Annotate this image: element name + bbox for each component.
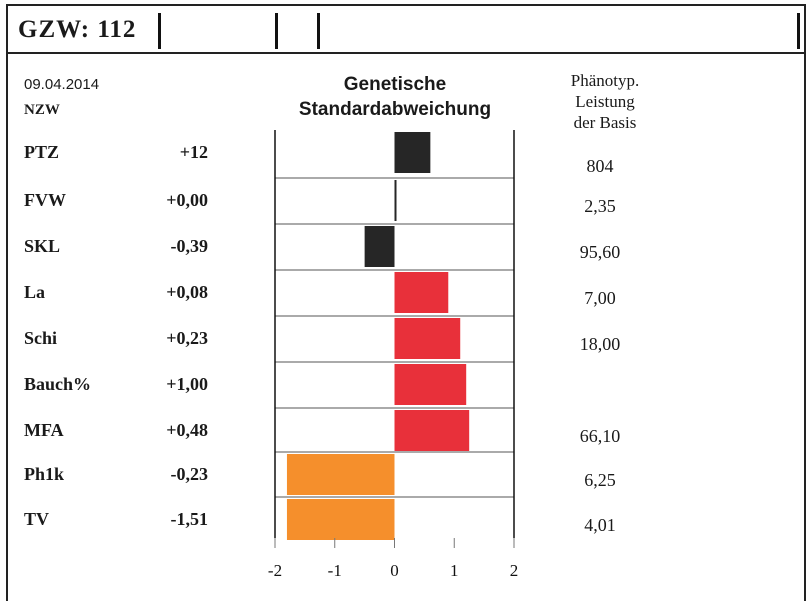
trait-name: Schi: [24, 328, 58, 348]
chart-title: Genetische Standardabweichung: [280, 72, 510, 122]
phenotype-base-value: 7,00: [584, 288, 616, 308]
bar-mfa: [394, 410, 470, 451]
header-divider: [158, 13, 161, 49]
trait-value: +0,08: [166, 282, 208, 302]
bar-schi: [394, 318, 461, 359]
bar-la: [394, 272, 449, 313]
trait-value: +12: [179, 142, 208, 162]
phenotype-base-value: 2,35: [584, 196, 616, 216]
trait-name: TV: [24, 509, 50, 529]
trait-value: +0,23: [166, 328, 208, 348]
trait-value: +0,48: [166, 420, 208, 440]
gzw-title: GZW: 112: [18, 16, 137, 43]
x-tick-label: 1: [450, 561, 459, 580]
trait-value: -1,51: [170, 509, 209, 529]
chart-title-line: Standardabweichung: [298, 99, 492, 120]
bar-tv: [286, 499, 395, 540]
trait-name: SKL: [24, 236, 61, 256]
header-bar: GZW: 112: [6, 4, 806, 54]
trait-value: -0,23: [170, 464, 209, 484]
trait-value: +1,00: [166, 374, 208, 394]
phenotype-base-value: 66,10: [579, 426, 621, 446]
phenotype-base-value: 804: [586, 156, 614, 176]
phenotype-base-value: 6,25: [584, 470, 616, 490]
header-divider: [317, 13, 320, 49]
chart-title-line: Genetische: [343, 74, 447, 95]
phenotype-header-line: der Basis: [573, 113, 637, 132]
bar-bauch-pct: [394, 364, 467, 405]
phenotype-header-line: Leistung: [575, 92, 635, 111]
phenotype-base-value: 95,60: [579, 242, 621, 262]
x-tick-label: 2: [510, 561, 519, 580]
x-tick-label: -2: [268, 561, 282, 580]
header-divider: [275, 13, 278, 49]
phenotype-header-line: Phänotyp.: [570, 71, 640, 90]
bar-skl: [364, 226, 395, 267]
phenotype-base-value: 4,01: [584, 515, 616, 535]
phenotype-base-value: 18,00: [579, 334, 621, 354]
x-tick-label: 0: [390, 561, 399, 580]
trait-value: -0,39: [170, 236, 209, 256]
breed-label: NZW: [24, 102, 60, 118]
bar-ptz: [394, 132, 431, 173]
trait-name: PTZ: [24, 142, 60, 162]
trait-name: Bauch%: [24, 374, 92, 394]
report-date: 09.04.2014: [24, 76, 100, 93]
phenotype-header: Phänotyp. Leistung der Basis: [540, 70, 670, 133]
trait-name: MFA: [24, 420, 64, 440]
trait-name: La: [24, 282, 46, 302]
header-divider: [797, 13, 800, 49]
trait-name: Ph1k: [24, 464, 65, 484]
x-tick-label: -1: [328, 561, 342, 580]
trait-value: +0,00: [166, 190, 208, 210]
bar-ph1k: [286, 454, 395, 495]
bar-fvw: [394, 180, 397, 221]
trait-name: FVW: [24, 190, 66, 210]
